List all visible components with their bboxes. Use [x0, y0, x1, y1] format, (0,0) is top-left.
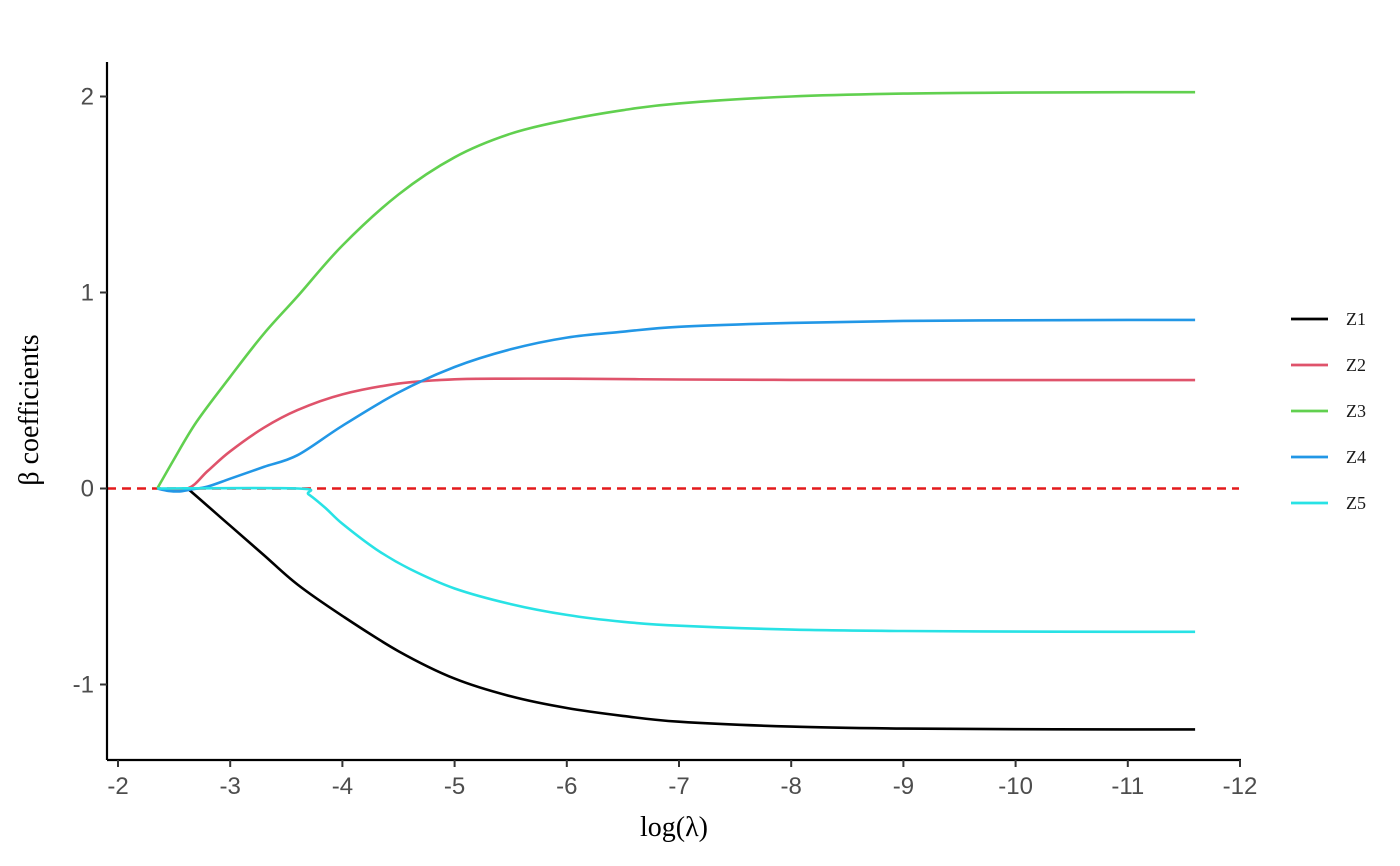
x-tick-label: -9 [893, 773, 914, 800]
x-tick-label: -3 [220, 773, 241, 800]
series-line-z2 [157, 377, 1196, 492]
y-tick-label: -1 [73, 672, 94, 699]
y-tick-label: 2 [81, 84, 94, 111]
y-tick-label: 1 [81, 280, 94, 307]
legend-label-z3: Z3 [1346, 401, 1366, 421]
x-tick-label: -10 [998, 773, 1033, 800]
legend-label-z4: Z4 [1346, 447, 1366, 467]
x-tick-label: -6 [556, 773, 577, 800]
x-axis-title: log(λ) [640, 812, 708, 843]
x-tick-label: -11 [1111, 773, 1144, 800]
legend-label-z2: Z2 [1346, 355, 1366, 375]
y-axis-title: β coefficients [14, 334, 45, 485]
series-line-z3 [156, 90, 1196, 490]
x-tick-label: -12 [1223, 773, 1258, 800]
x-tick-label: -2 [107, 773, 128, 800]
series-line-z4 [157, 318, 1196, 493]
legend: Z1 Z2 Z3 Z4 Z5 [1291, 309, 1366, 513]
legend-label-z1: Z1 [1346, 309, 1366, 329]
x-tick-label: -5 [444, 773, 465, 800]
x-tick-label: -4 [332, 773, 353, 800]
series-line-z1 [186, 487, 1196, 731]
y-tick-label: 0 [81, 476, 94, 503]
x-tick-label: -8 [781, 773, 802, 800]
x-tick-label: -7 [668, 773, 689, 800]
series-line-z5 [157, 486, 1196, 634]
legend-label-z5: Z5 [1346, 493, 1366, 513]
